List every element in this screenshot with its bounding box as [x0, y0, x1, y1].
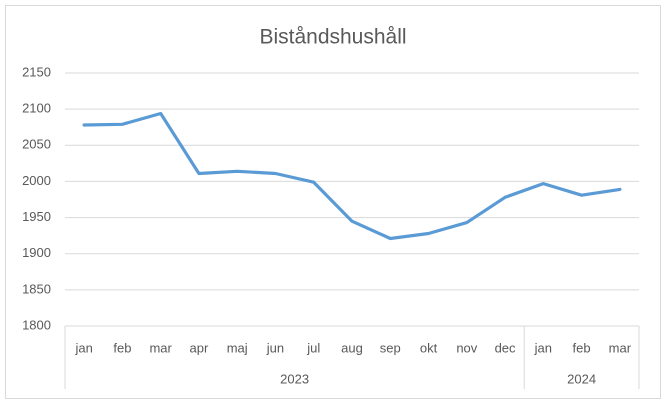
- y-tick-label: 1950: [22, 209, 51, 224]
- x-tick-label: jun: [266, 340, 284, 355]
- x-tick-label: jul: [306, 340, 320, 355]
- y-tick-label: 2000: [22, 173, 51, 188]
- x-tick-label: aug: [341, 340, 363, 355]
- x-tick-label: mar: [149, 340, 172, 355]
- x-tick-label: jan: [534, 340, 552, 355]
- y-tick-label: 2050: [22, 137, 51, 152]
- x-tick-label: dec: [495, 340, 516, 355]
- x-tick-label: sep: [380, 340, 401, 355]
- x-tick-label: feb: [573, 340, 591, 355]
- y-tick-label: 2150: [22, 64, 51, 79]
- y-tick-label: 1800: [22, 317, 51, 332]
- data-line: [82, 111, 622, 241]
- x-group-label: 2024: [567, 371, 596, 386]
- x-tick-label: jan: [74, 340, 92, 355]
- x-tick-label: maj: [227, 340, 248, 355]
- x-tick-label: feb: [113, 340, 131, 355]
- x-tick-label: apr: [190, 340, 209, 355]
- x-tick-label: nov: [456, 340, 477, 355]
- chart-title: Biståndshushåll: [259, 26, 406, 49]
- x-group-label: 2023: [280, 371, 309, 386]
- x-tick-label: mar: [609, 340, 632, 355]
- y-tick-label: 1900: [22, 245, 51, 260]
- y-tick-label: 2100: [22, 101, 51, 116]
- y-tick-label: 1850: [22, 281, 51, 296]
- x-tick-label: okt: [420, 340, 438, 355]
